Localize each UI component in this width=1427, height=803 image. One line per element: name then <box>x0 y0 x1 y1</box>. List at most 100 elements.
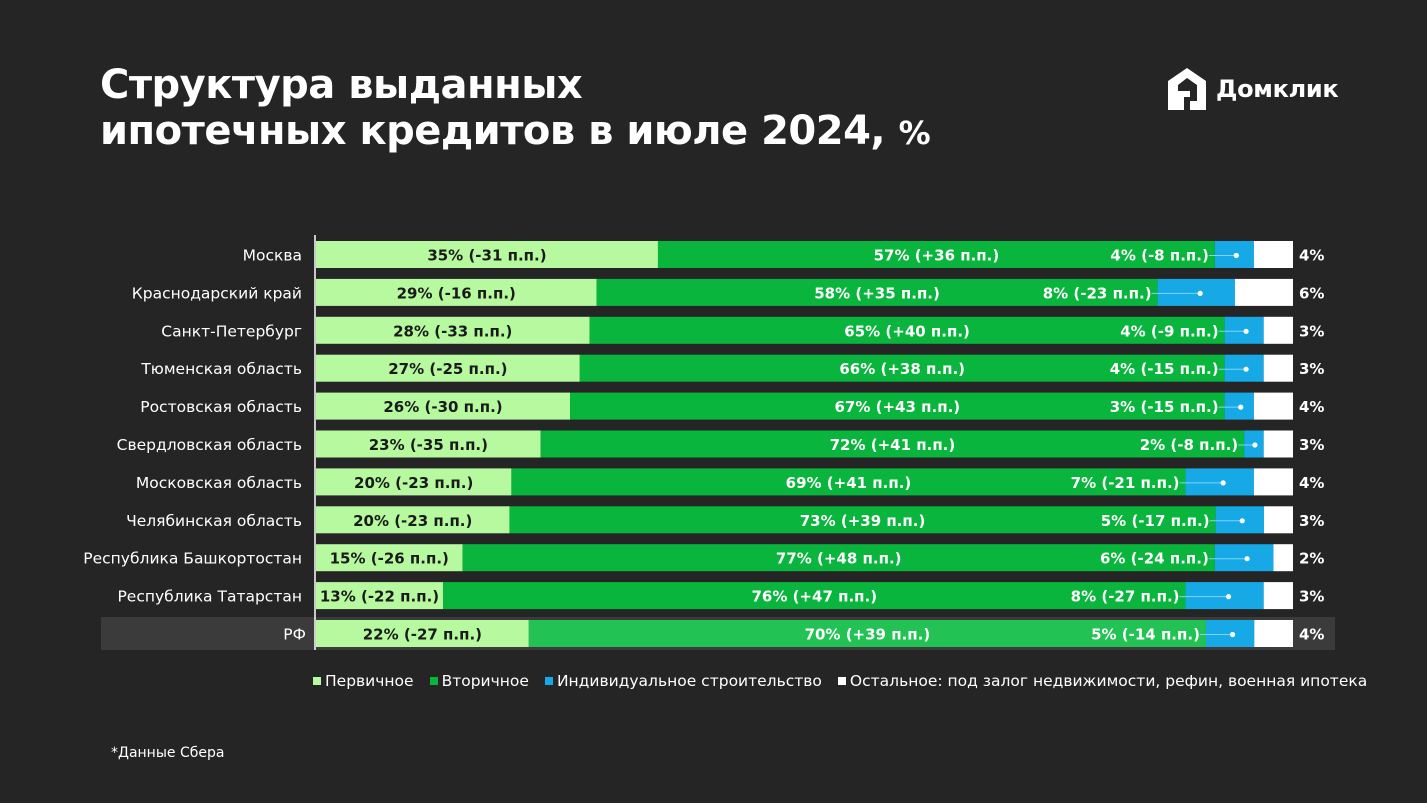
data-label-primary: 26% (-30 п.п.) <box>383 398 502 416</box>
category-label: Санкт-Петербург <box>161 322 302 340</box>
bar-segment-primary <box>316 468 512 496</box>
chart-legend: Первичное Вторичное Индивидуальное строи… <box>313 672 1367 690</box>
data-label-individual: 4% (-9 п.п.) <box>1120 322 1218 340</box>
data-label-individual: 8% (-23 п.п.) <box>1043 284 1152 302</box>
callout-dot-individual <box>1243 328 1249 334</box>
bar-segment-primary <box>316 316 590 344</box>
category-label: РФ <box>283 626 306 644</box>
legend-label-secondary: Вторичное <box>441 672 529 690</box>
category-label: Свердловская область <box>117 436 302 454</box>
category-label: Московская область <box>136 474 302 492</box>
legend-item-secondary: Вторичное <box>429 672 529 690</box>
category-label: Республика Башкортостан <box>83 550 302 568</box>
bar-segment-secondary <box>509 506 1216 534</box>
data-label-secondary: 66% (+38 п.п.) <box>839 360 965 378</box>
bar-segment-other <box>1263 430 1293 458</box>
data-label-secondary: 73% (+39 п.п.) <box>800 512 926 530</box>
data-label-secondary: 76% (+47 п.п.) <box>751 588 877 606</box>
house-icon <box>1168 68 1206 110</box>
bar-segment-secondary <box>528 620 1206 647</box>
callout-dot-individual <box>1243 366 1249 372</box>
data-label-individual: 5% (-14 п.п.) <box>1091 626 1200 644</box>
bar-segment-other <box>1263 582 1293 610</box>
bar-segment-primary <box>316 278 597 306</box>
data-label-primary: 28% (-33 п.п.) <box>393 322 512 340</box>
bar-segment-other <box>1253 392 1293 420</box>
legend-label-primary: Первичное <box>325 672 414 690</box>
bar-segment-other <box>1263 316 1293 344</box>
legend-label-individual: Индивидуальное строительство <box>556 672 822 690</box>
data-label-primary: 27% (-25 п.п.) <box>388 360 507 378</box>
data-label-secondary: 72% (+41 п.п.) <box>830 436 956 454</box>
bar-segment-secondary <box>657 241 1215 268</box>
data-label-other: 6% <box>1299 284 1324 302</box>
bar-segment-primary <box>316 241 658 268</box>
data-label-secondary: 58% (+35 п.п.) <box>814 284 940 302</box>
data-label-individual: 4% (-8 п.п.) <box>1110 247 1208 265</box>
legend-swatch-individual <box>544 677 553 685</box>
callout-dot-individual <box>1197 290 1203 296</box>
data-label-other: 4% <box>1299 398 1324 416</box>
category-label: Тюменская область <box>140 360 302 378</box>
data-label-secondary: 70% (+39 п.п.) <box>805 626 931 644</box>
data-label-primary: 35% (-31 п.п.) <box>427 247 546 265</box>
data-label-secondary: 77% (+48 п.п.) <box>776 550 902 568</box>
data-label-individual: 3% (-15 п.п.) <box>1110 398 1219 416</box>
bar-segment-other <box>1253 468 1293 496</box>
category-label: Челябинская область <box>126 512 302 530</box>
data-label-other: 3% <box>1299 322 1324 340</box>
bar-segment-primary <box>316 620 529 647</box>
bar-segment-individual <box>1157 278 1235 306</box>
bar-segment-primary <box>316 392 571 420</box>
callout-dot-individual <box>1225 594 1232 600</box>
bar-segment-other <box>1253 241 1293 268</box>
data-label-secondary: 69% (+41 п.п.) <box>786 474 912 492</box>
callout-dot-individual <box>1252 442 1258 448</box>
legend-swatch-other <box>837 677 846 685</box>
bar-segment-primary <box>316 506 510 534</box>
callout-dot-individual <box>1220 480 1226 486</box>
data-label-secondary: 57% (+36 п.п.) <box>874 247 1000 265</box>
bar-segment-primary <box>316 354 580 382</box>
legend-swatch-primary <box>313 677 321 685</box>
callout-dot-individual <box>1239 518 1245 524</box>
callout-dot-individual <box>1238 404 1244 410</box>
callout-dot-individual <box>1229 631 1236 638</box>
brand-name: Домклик <box>1216 75 1339 103</box>
bar-segment-secondary <box>443 582 1186 610</box>
callout-dot-individual <box>1233 252 1239 259</box>
bar-segment-other <box>1273 544 1293 572</box>
data-label-other: 3% <box>1299 512 1324 530</box>
data-label-other: 2% <box>1299 550 1324 568</box>
callout-dot-individual <box>1244 556 1250 562</box>
data-label-individual: 8% (-27 п.п.) <box>1071 588 1180 606</box>
data-label-individual: 5% (-17 п.п.) <box>1101 512 1210 530</box>
category-label: Ростовская область <box>140 398 302 416</box>
bar-segment-secondary <box>596 278 1158 306</box>
chart-title-unit: % <box>898 114 931 152</box>
data-label-primary: 15% (-26 п.п.) <box>330 550 449 568</box>
data-label-other: 4% <box>1299 626 1324 644</box>
data-label-secondary: 67% (+43 п.п.) <box>835 398 961 416</box>
data-label-primary: 23% (-35 п.п.) <box>369 436 488 454</box>
bar-segment-individual <box>1214 544 1274 572</box>
data-label-other: 3% <box>1299 588 1324 606</box>
brand-logo: Домклик <box>1166 66 1339 112</box>
bar-segment-primary <box>316 544 463 572</box>
data-label-primary: 22% (-27 п.п.) <box>363 626 482 644</box>
bar-segment-other <box>1263 506 1293 534</box>
data-label-individual: 6% (-24 п.п.) <box>1100 550 1209 568</box>
data-label-other: 3% <box>1299 436 1324 454</box>
bar-segment-individual <box>1185 468 1254 496</box>
data-label-primary: 13% (-22 п.п.) <box>320 588 439 606</box>
chart-title-line2: ипотечных кредитов в июле 2024, <box>100 108 886 154</box>
legend-swatch-secondary <box>429 677 438 685</box>
bar-segment-secondary <box>570 392 1225 420</box>
legend-label-other: Остальное: под залог недвижимости, рефин… <box>849 672 1368 690</box>
data-label-individual: 7% (-21 п.п.) <box>1071 474 1180 492</box>
footnote: *Данные Сбера <box>111 745 225 761</box>
bar-segment-other <box>1234 278 1293 306</box>
data-label-other: 3% <box>1299 360 1324 378</box>
chart-title-line1: Структура выданных <box>100 62 583 108</box>
